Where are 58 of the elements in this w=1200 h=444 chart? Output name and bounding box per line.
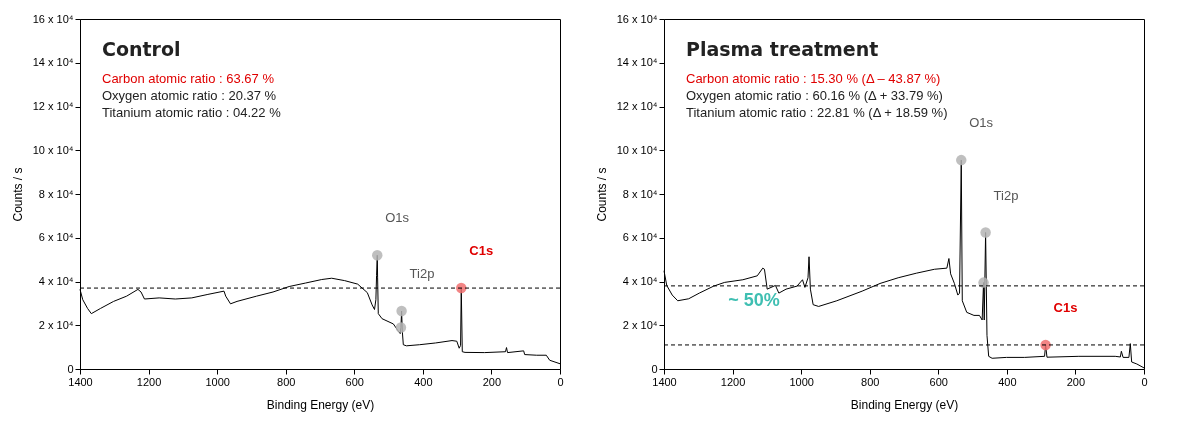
- y-tick-label: 14 x 10⁴: [32, 56, 74, 69]
- annotation: Oxygen atomic ratio : 20.37 %: [102, 88, 277, 103]
- y-tick-label: 4 x 10⁴: [622, 275, 658, 287]
- annotation: C1s: [469, 243, 494, 259]
- x-tick-label: 1400: [652, 375, 677, 388]
- x-tick-label: 0: [1141, 375, 1148, 388]
- x-tick-label: 1200: [136, 375, 162, 388]
- annotation: Ti2p: [409, 266, 435, 282]
- x-tick-label: 1000: [789, 375, 814, 388]
- y-tick-label: 8 x 10⁴: [38, 187, 74, 200]
- x-tick-label: 1000: [205, 375, 230, 388]
- point: [395, 322, 407, 333]
- text: Control: [102, 38, 181, 60]
- annotation: O1s: [385, 210, 410, 226]
- x-tick-label: 200: [482, 375, 502, 388]
- x-axis-title: Binding Energy (eV): [266, 397, 375, 412]
- annotation: ~ 50%: [728, 290, 780, 310]
- annotation: O1s: [969, 115, 994, 131]
- y-tick-label: 6 x 10⁴: [622, 231, 658, 244]
- x-tick-label: 400: [998, 375, 1017, 388]
- x-tick-label: 0: [557, 375, 564, 388]
- y-axis-title: Counts / s: [594, 167, 609, 222]
- annotation: Titanium atomic ratio : 22.81 % (Δ + 18.59 %): [686, 105, 948, 120]
- y-axis-title: Counts / s: [10, 167, 25, 222]
- x-tick-label: 800: [277, 375, 296, 388]
- point: [396, 305, 407, 317]
- x-axis-title: Binding Energy (eV): [850, 397, 959, 412]
- text: Plasma treatment: [686, 38, 879, 60]
- y-tick-label: 0: [67, 362, 74, 375]
- y-tick-label: 0: [651, 362, 658, 375]
- y-tick-label: 10 x 10⁴: [32, 143, 74, 156]
- y-tick-label: 8 x 10⁴: [622, 187, 658, 200]
- annotation: Ti2p: [993, 187, 1019, 203]
- x-tick-label: 200: [1066, 375, 1086, 388]
- y-tick-label: 16 x 10⁴: [616, 12, 658, 25]
- x-tick-label: 800: [861, 375, 880, 388]
- y-tick-label: 10 x 10⁴: [616, 143, 658, 156]
- annotation: C1s: [1053, 299, 1078, 315]
- y-tick-label: 12 x 10⁴: [616, 100, 658, 112]
- x-tick-label: 600: [345, 375, 364, 388]
- y-tick-label: 12 x 10⁴: [32, 100, 74, 112]
- x-tick-label: 600: [929, 375, 948, 388]
- x-tick-label: 1200: [720, 375, 746, 388]
- annotation: Carbon atomic ratio : 63.67 %: [102, 71, 275, 86]
- annotation: Titanium atomic ratio : 04.22 %: [102, 105, 282, 120]
- point: [372, 250, 383, 261]
- y-tick-label: 2 x 10⁴: [38, 318, 74, 331]
- y-tick-label: 2 x 10⁴: [622, 318, 658, 331]
- x-tick-label: 1400: [68, 375, 93, 388]
- y-tick-label: 4 x 10⁴: [38, 275, 74, 287]
- point: [956, 154, 967, 166]
- annotation: Oxygen atomic ratio : 60.16 % (Δ + 33.79 %): [686, 88, 943, 103]
- y-tick-label: 14 x 10⁴: [616, 56, 658, 69]
- x-tick-label: 400: [414, 375, 433, 388]
- point: [980, 227, 991, 238]
- annotation: Carbon atomic ratio : 15.30 % (Δ – 43.87 %): [686, 71, 941, 86]
- y-tick-label: 16 x 10⁴: [32, 12, 74, 25]
- y-tick-label: 6 x 10⁴: [38, 231, 74, 244]
